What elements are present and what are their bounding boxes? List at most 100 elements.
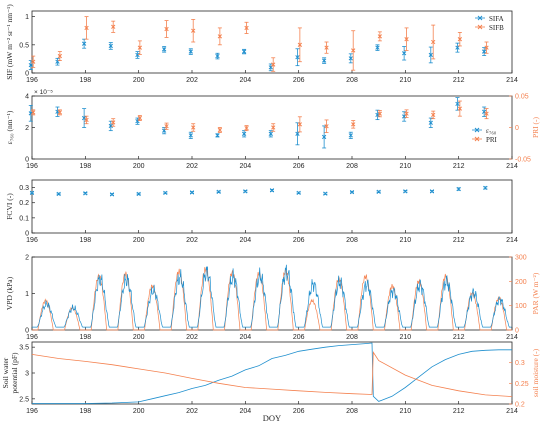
x-tick-label: 208 <box>346 408 358 415</box>
y-right-axis-label: PRI (-) <box>531 116 540 138</box>
x-tick-label: 212 <box>453 334 465 341</box>
x-tick-label: 200 <box>133 408 145 415</box>
data-point <box>164 26 169 32</box>
data-point <box>84 117 89 123</box>
data-point <box>84 25 89 31</box>
data-point <box>375 112 380 118</box>
data-point <box>457 37 463 42</box>
series-line-vpd <box>32 264 512 328</box>
x-axis-label: DOY <box>263 413 281 423</box>
data-point <box>321 58 327 63</box>
y-right-tick-label: 0 <box>515 328 519 335</box>
x-tick-label: 196 <box>26 408 38 415</box>
data-point <box>244 125 249 131</box>
data-point <box>135 119 140 124</box>
x-tick-label: 214 <box>506 408 518 415</box>
x-tick-label: 208 <box>346 77 358 84</box>
x-tick-label: 214 <box>506 334 518 341</box>
x-tick-label: 206 <box>293 163 305 170</box>
series-line-par <box>32 267 512 331</box>
y-tick-label: 3.5 <box>19 345 29 352</box>
x-tick-label: 204 <box>239 334 251 341</box>
y-tick-label: 0 <box>25 328 29 335</box>
y-tick-label: 0 <box>25 231 29 238</box>
data-point <box>376 189 381 194</box>
data-point <box>484 45 489 50</box>
x-tick-label: 198 <box>79 77 91 84</box>
data-point <box>215 53 220 59</box>
y-axis-label: SIF (mW m⁻² sr⁻¹ nm⁻¹) <box>5 4 14 80</box>
data-point <box>136 191 141 197</box>
y-right-axis-label: PAR (W m⁻²) <box>531 272 540 314</box>
plot-frame <box>31 256 513 331</box>
data-point <box>456 186 461 192</box>
x-tick-label: 208 <box>346 163 358 170</box>
data-point <box>271 125 276 130</box>
x-tick-label: 210 <box>399 408 411 415</box>
x-tick-label: 204 <box>239 163 251 170</box>
x-tick-label: 204 <box>239 77 251 84</box>
x-tick-label: 198 <box>79 163 91 170</box>
x-tick-label: 208 <box>346 237 358 244</box>
data-point <box>401 51 407 56</box>
plot-frame <box>31 341 513 405</box>
x-tick-label: 202 <box>186 77 198 84</box>
data-point <box>375 45 380 50</box>
data-point <box>137 115 143 121</box>
y-tick-label: 0 <box>25 71 29 78</box>
plot-frame <box>31 179 513 234</box>
y-tick-label: 0.1 <box>19 215 29 222</box>
legend-label: SIFA <box>489 15 504 23</box>
x-tick-label: 202 <box>186 408 198 415</box>
data-point <box>28 62 33 68</box>
data-point <box>455 45 460 50</box>
panel-vpd-par: 196 198 200 202 204 206 208 210 212 2140120100200… <box>5 255 540 342</box>
data-point <box>241 131 247 136</box>
data-point <box>324 124 329 129</box>
x-tick-label: 196 <box>26 163 38 170</box>
x-tick-label: 202 <box>186 237 198 244</box>
data-point <box>57 110 63 115</box>
y-tick-label: 0.5 <box>19 42 29 49</box>
x-tick-label: 204 <box>239 237 251 244</box>
x-tick-label: 198 <box>79 237 91 244</box>
panel-sif: 196 198 200 202 204 206 208 210 212 214 0 0.5 1 SIF (… <box>5 4 518 84</box>
y-tick-label: 0 <box>25 157 29 164</box>
y-right-tick-label: 200 <box>515 279 527 286</box>
data-point <box>81 41 87 46</box>
data-point <box>351 122 356 127</box>
x-tick-label: 198 <box>79 408 91 415</box>
data-point <box>324 45 329 50</box>
data-point <box>216 189 221 194</box>
y-tick-label: 2 <box>25 125 29 132</box>
data-point <box>377 111 383 116</box>
y-right-tick-label: -0.05 <box>515 157 531 164</box>
y-tick-label: 3 <box>25 371 29 378</box>
data-point <box>108 43 113 49</box>
data-point <box>164 124 169 129</box>
data-point <box>57 53 63 59</box>
plot-frame <box>31 95 513 160</box>
data-point <box>404 111 409 116</box>
x-tick-label: 212 <box>453 408 465 415</box>
data-point <box>137 45 143 50</box>
y-axis-label: Soil water <box>1 357 10 388</box>
x-tick-label: 204 <box>239 408 251 415</box>
y-tick-label: 0.2 <box>19 200 29 207</box>
y-axis-label: ε₇₆₀ (nm⁻¹) <box>5 110 14 144</box>
legend-marker <box>477 24 483 30</box>
data-point <box>271 62 276 67</box>
x-tick-label: 210 <box>399 77 411 84</box>
data-point <box>403 189 408 194</box>
data-point <box>241 49 247 54</box>
legend-label: SIFB <box>489 24 504 32</box>
y-tick-label: 0.3 <box>19 185 29 192</box>
x-tick-label: 210 <box>399 163 411 170</box>
legend-marker <box>477 15 483 21</box>
x-tick-label: 200 <box>133 334 145 341</box>
data-point <box>431 112 436 118</box>
data-point <box>296 190 301 196</box>
data-point <box>215 133 220 138</box>
legend-label: ε₇₆₀ <box>486 127 497 135</box>
